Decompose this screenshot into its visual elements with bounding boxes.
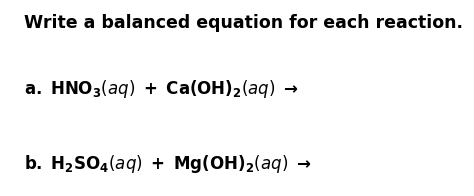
Text: $\mathbf{a.\ HNO_3}\mathit{(aq)}\mathbf{\ +\ Ca(OH)_2}\mathit{(aq)}\mathbf{\ \ri: $\mathbf{a.\ HNO_3}\mathit{(aq)}\mathbf{… <box>24 78 299 100</box>
Text: Write a balanced equation for each reaction.: Write a balanced equation for each react… <box>24 14 463 32</box>
Text: $\mathbf{b.\ H_2SO_4}\mathit{(aq)}\mathbf{\ +\ Mg(OH)_2}\mathit{(aq)}\mathbf{\ \: $\mathbf{b.\ H_2SO_4}\mathit{(aq)}\mathb… <box>24 153 311 175</box>
